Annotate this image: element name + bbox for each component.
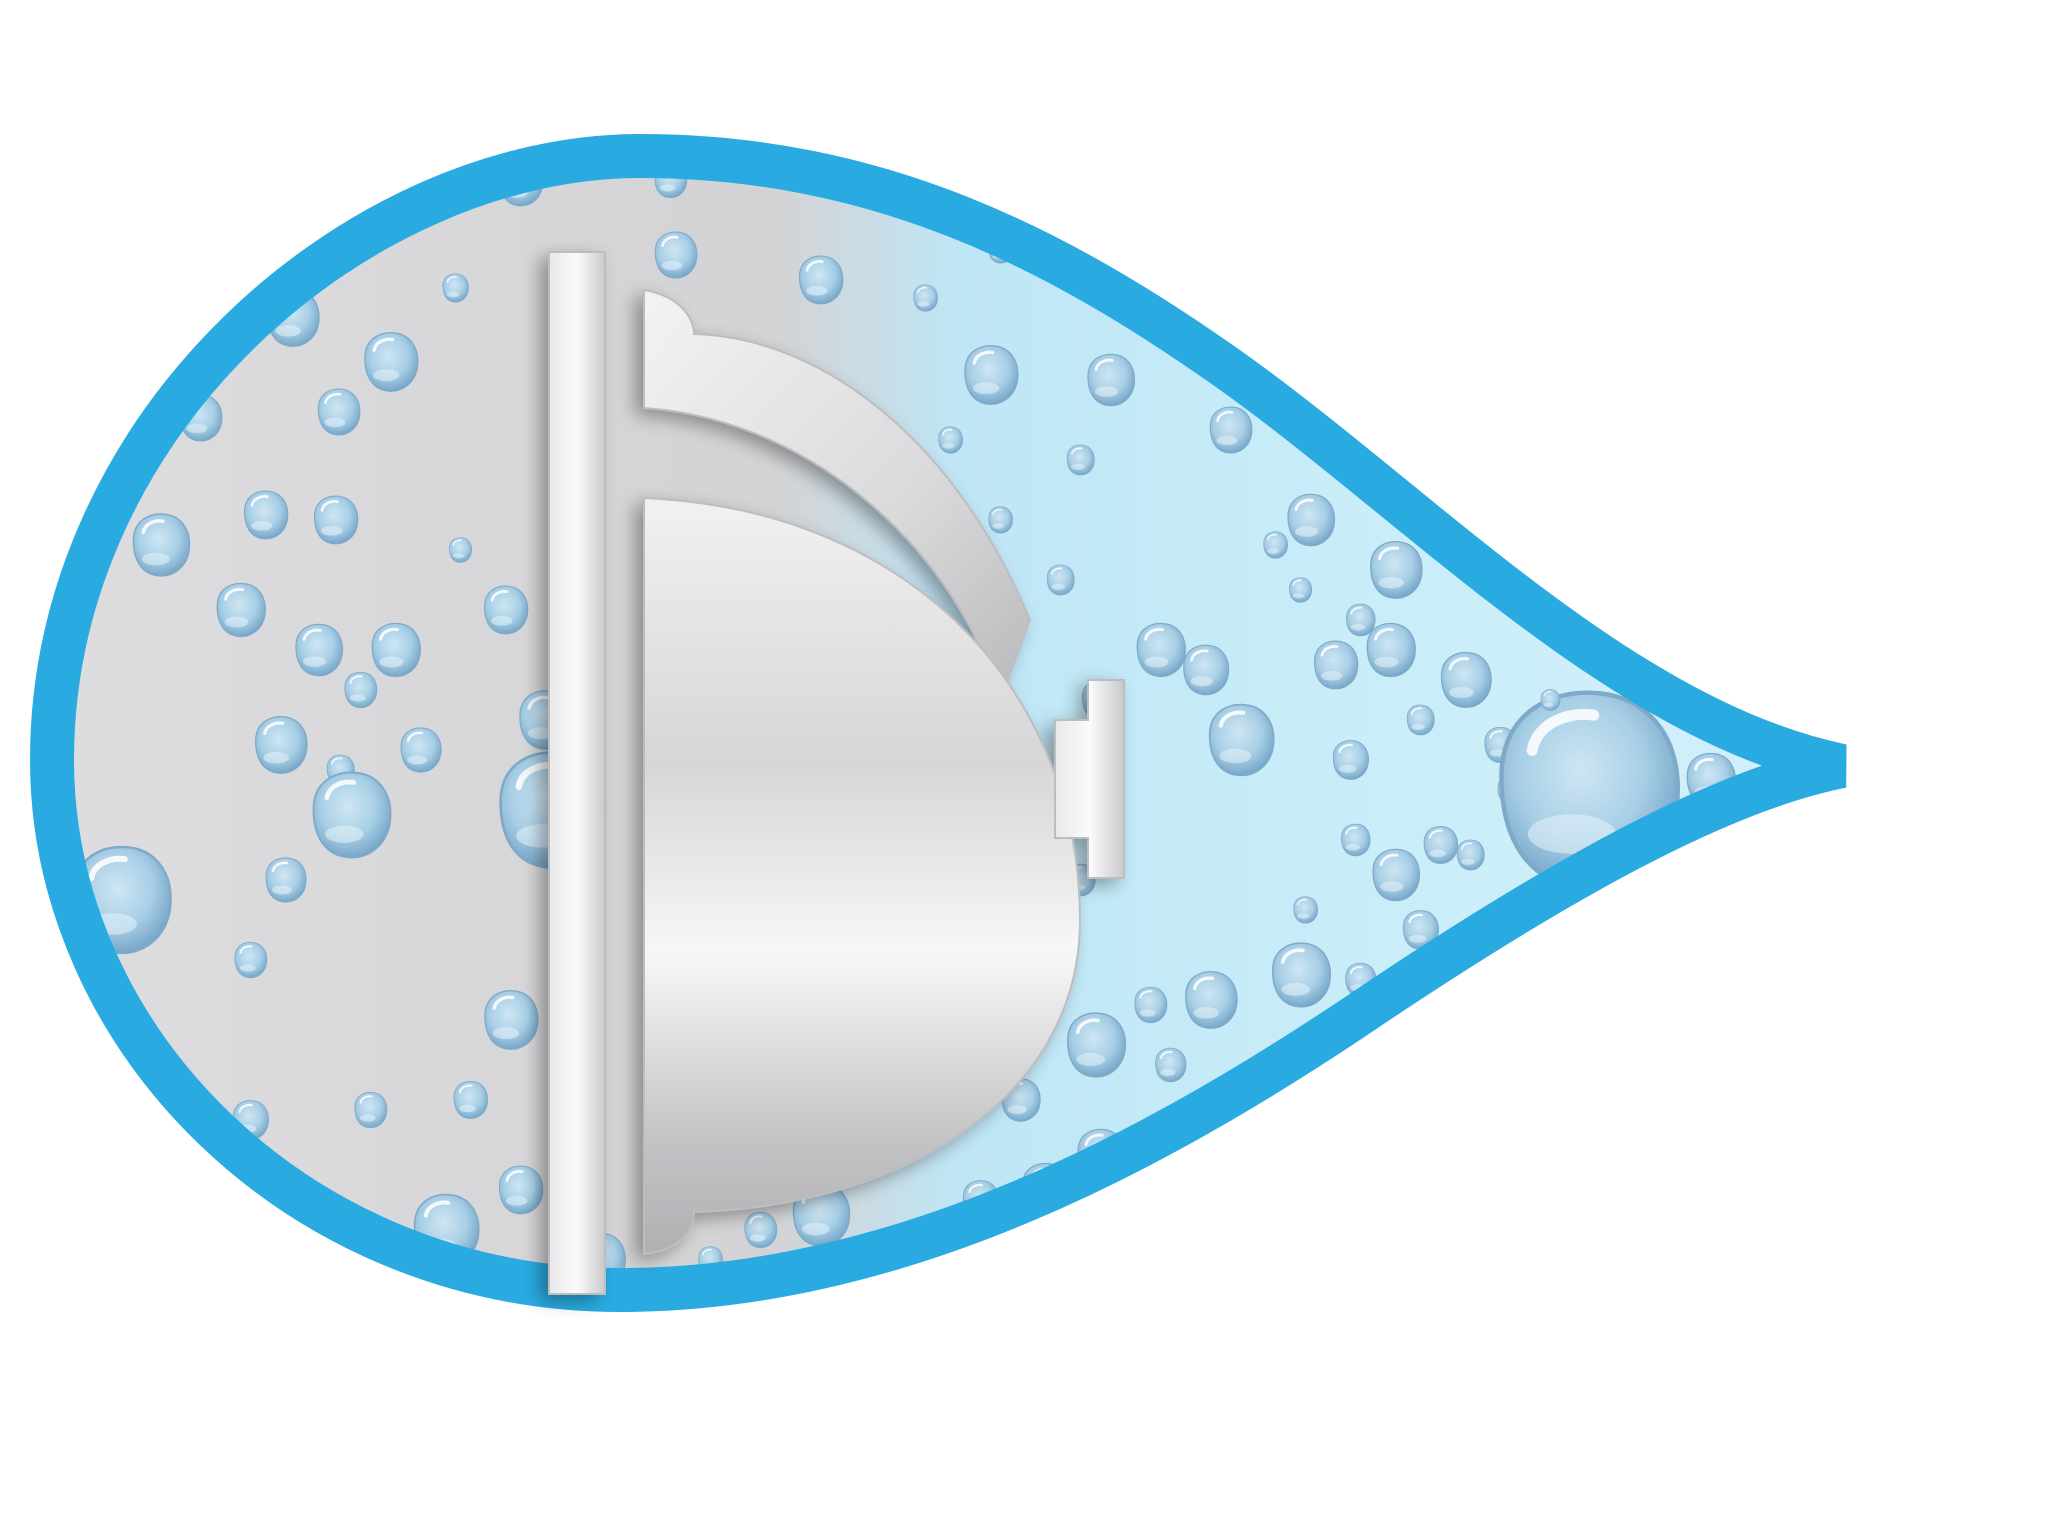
water-droplet	[448, 536, 473, 564]
water-droplet	[987, 505, 1014, 535]
water-droplet	[314, 773, 391, 858]
water-droplet	[653, 230, 699, 280]
water-droplet	[1292, 895, 1319, 925]
water-droplet	[337, 1255, 364, 1285]
door-hinge-arch	[643, 288, 1032, 704]
water-droplet	[1456, 839, 1486, 871]
water-droplet	[452, 1080, 489, 1120]
water-droplet	[1184, 970, 1239, 1030]
water-droplet	[353, 1091, 388, 1129]
drop-outline	[29, 133, 1847, 1313]
water-droplet	[1332, 739, 1370, 781]
water-droplet	[1369, 540, 1424, 600]
water-droplet	[399, 726, 443, 774]
water-droplet	[1340, 823, 1372, 857]
water-droplet	[1133, 986, 1168, 1024]
water-droplet	[442, 273, 470, 303]
water-droplet	[254, 715, 309, 775]
water-droplet	[1590, 968, 1611, 992]
water-droplet	[1345, 603, 1377, 637]
water-droplet	[1065, 1011, 1128, 1079]
water-droplet	[343, 671, 378, 709]
water-droplet	[1182, 643, 1231, 697]
water-droplet	[1365, 621, 1417, 679]
water-droplet	[1207, 702, 1276, 778]
door-frame-bar	[548, 251, 606, 1295]
water-droplet	[1135, 621, 1187, 679]
water-droplet	[912, 283, 939, 313]
water-droplet	[313, 494, 360, 546]
water-droplet	[1439, 651, 1493, 709]
water-droplet	[363, 331, 420, 393]
water-droplet	[1086, 352, 1136, 408]
hatch-door-icon	[548, 251, 1125, 1295]
water-droplet	[1406, 704, 1436, 736]
water-droplet	[743, 1211, 778, 1249]
water-droplet	[1154, 1047, 1187, 1083]
water-droplet	[498, 1164, 545, 1216]
water-droplet	[1286, 492, 1336, 548]
water-droplet	[370, 621, 422, 679]
water-droplet	[233, 941, 268, 979]
water-droplet	[1208, 405, 1254, 455]
water-droplet	[316, 387, 362, 437]
water-droplet	[937, 425, 964, 455]
water-droplet	[1313, 639, 1360, 691]
water-droplet	[1422, 825, 1459, 865]
water-droplet	[1288, 576, 1313, 604]
water-droplet	[963, 344, 1020, 406]
water-droplet	[798, 254, 845, 306]
water-droplet	[243, 489, 290, 541]
water-droplet	[215, 581, 267, 639]
water-droplet	[1433, 991, 1468, 1029]
water-droplet	[1540, 688, 1561, 712]
door-handle-tab	[1054, 679, 1125, 879]
water-droplet	[483, 989, 540, 1051]
water-droplet	[294, 622, 344, 678]
water-droplet	[131, 512, 192, 578]
water-droplet	[1270, 941, 1333, 1009]
water-droplet	[264, 856, 308, 904]
water-droplet	[1262, 530, 1289, 560]
door-dome	[643, 496, 1082, 1256]
water-droplet	[1066, 444, 1096, 476]
water-droplet	[1046, 564, 1076, 596]
water-droplet	[483, 584, 530, 636]
water-droplet	[1371, 847, 1421, 903]
